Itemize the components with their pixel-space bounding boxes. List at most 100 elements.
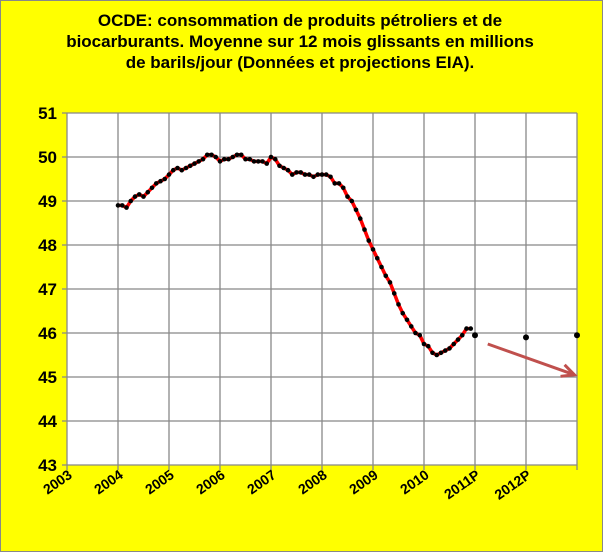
data-point xyxy=(430,350,435,356)
data-point xyxy=(166,172,172,177)
data-point xyxy=(417,332,423,338)
title-line-2: biocarburants. Moyenne sur 12 mois gliss… xyxy=(66,32,534,51)
title-line-1: OCDE: consommation de produits pétrolier… xyxy=(97,11,503,30)
series-group xyxy=(115,152,580,358)
data-point xyxy=(255,159,261,164)
data-point xyxy=(264,161,270,166)
data-point xyxy=(294,170,299,175)
data-point xyxy=(425,343,431,349)
data-point xyxy=(336,181,342,186)
data-point xyxy=(234,152,240,158)
projection-point xyxy=(523,334,529,341)
trend-arrow-shaft xyxy=(487,342,575,377)
y-tick-label: 43 xyxy=(38,456,57,475)
data-point xyxy=(447,346,452,351)
x-tick-label: 2012P xyxy=(491,466,533,502)
y-tick-label: 49 xyxy=(38,192,57,211)
data-point xyxy=(379,264,384,270)
data-point xyxy=(370,247,376,252)
data-point xyxy=(383,273,389,279)
data-point xyxy=(196,159,202,164)
data-point xyxy=(306,172,312,177)
x-axis-ticks: 2003 2004 2005 2006 2007 2008 2009 2010 2011P 201… xyxy=(40,466,534,502)
data-point xyxy=(268,154,274,160)
data-point xyxy=(413,330,418,336)
x-tick-label: 2006 xyxy=(193,466,228,497)
data-point xyxy=(183,165,189,171)
chart-title: OCDE: consommation de produits pétrolier… xyxy=(40,10,560,73)
data-point xyxy=(124,205,129,210)
x-tick-label: 2004 xyxy=(91,466,126,497)
data-point xyxy=(459,332,465,338)
data-point xyxy=(277,163,282,169)
x-tick-label: 2010 xyxy=(397,466,432,497)
data-point xyxy=(455,337,461,342)
data-point xyxy=(464,326,469,331)
data-point xyxy=(128,198,134,204)
gridlines xyxy=(62,112,578,470)
x-tick-label: 2005 xyxy=(142,466,177,497)
projection-point xyxy=(472,332,478,339)
data-point xyxy=(391,291,397,296)
data-point xyxy=(226,156,231,162)
y-tick-label: 48 xyxy=(38,236,57,255)
data-point xyxy=(396,302,401,307)
data-point xyxy=(149,185,155,191)
data-point xyxy=(251,159,257,164)
data-point xyxy=(315,172,321,177)
data-point xyxy=(187,163,193,169)
data-point xyxy=(115,203,121,208)
y-tick-label: 46 xyxy=(38,324,57,343)
data-point xyxy=(323,172,329,177)
data-point xyxy=(162,176,168,182)
data-point xyxy=(145,189,151,195)
data-point xyxy=(158,178,163,184)
data-point xyxy=(311,174,316,180)
data-point xyxy=(221,156,227,162)
data-point xyxy=(362,227,367,232)
data-point xyxy=(141,194,146,199)
data-point xyxy=(421,341,427,347)
data-point xyxy=(285,167,291,173)
data-point xyxy=(247,156,253,162)
data-point xyxy=(200,156,206,162)
data-point xyxy=(353,207,359,213)
data-point xyxy=(438,350,444,356)
data-point xyxy=(442,348,448,353)
y-tick-label: 50 xyxy=(38,148,57,167)
data-point xyxy=(319,172,325,177)
data-point xyxy=(119,203,125,208)
data-point xyxy=(468,326,474,331)
data-point xyxy=(281,165,287,171)
data-point xyxy=(387,280,393,285)
data-point xyxy=(230,154,236,160)
data-point xyxy=(400,310,406,316)
data-point xyxy=(404,317,410,323)
data-point xyxy=(153,181,159,186)
x-tick-label: 2008 xyxy=(295,466,330,497)
data-point xyxy=(217,159,223,164)
y-tick-label: 45 xyxy=(38,368,57,387)
data-point xyxy=(213,154,219,160)
title-line-3: de barils/jour (Données et projections E… xyxy=(125,53,475,72)
data-point xyxy=(434,352,440,358)
data-point xyxy=(340,185,346,191)
x-tick-label: 2009 xyxy=(346,466,381,497)
data-point xyxy=(289,172,295,177)
data-point xyxy=(302,172,308,177)
y-tick-label: 51 xyxy=(38,104,57,123)
data-point xyxy=(260,159,265,164)
y-tick-label: 44 xyxy=(38,412,57,431)
data-point xyxy=(209,152,214,158)
data-point xyxy=(272,156,278,162)
data-point xyxy=(170,167,176,173)
data-point xyxy=(298,170,304,175)
data-point xyxy=(243,156,248,162)
data-point xyxy=(175,165,180,171)
data-point xyxy=(328,174,333,180)
data-point xyxy=(136,192,142,197)
projection-point xyxy=(574,332,580,339)
x-tick-label: 2007 xyxy=(244,466,279,497)
data-point xyxy=(408,324,414,329)
data-point xyxy=(357,216,363,221)
